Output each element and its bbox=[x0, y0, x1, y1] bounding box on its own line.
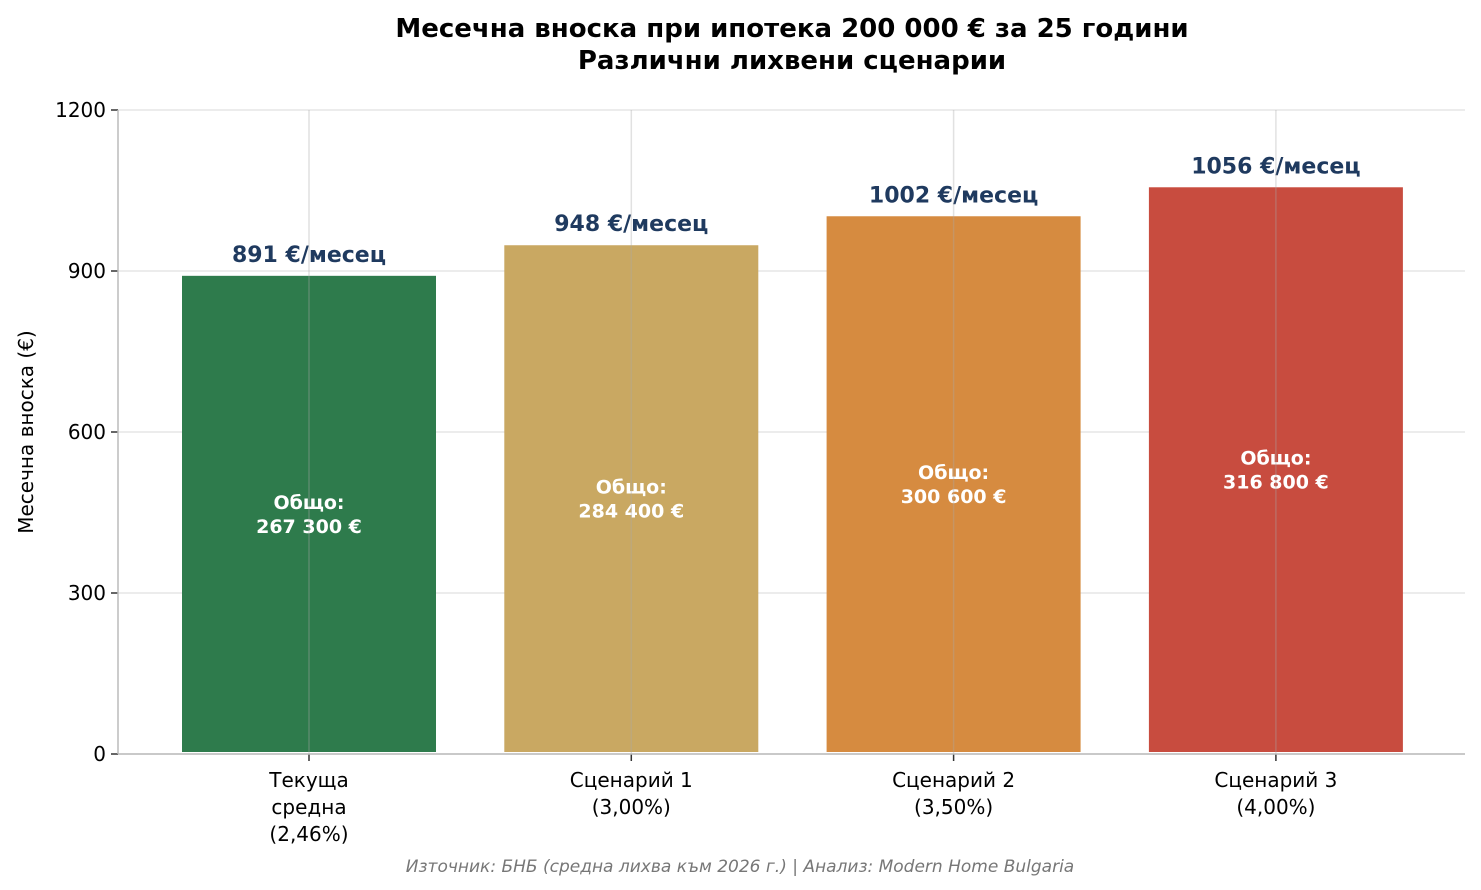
x-tick-label: Текуща bbox=[268, 768, 349, 792]
bar-total-label: Общо: bbox=[596, 477, 667, 499]
bar-total-label: Общо: bbox=[1240, 448, 1311, 470]
x-tick-label: Сценарий 3 bbox=[1214, 768, 1337, 792]
bar bbox=[1148, 187, 1403, 752]
x-tick-label: (4,00%) bbox=[1236, 795, 1315, 819]
chart-title-line-2: Различни лихвени сценарии bbox=[578, 46, 1006, 76]
chart-title-line-1: Месечна вноска при ипотека 200 000 € за … bbox=[395, 14, 1188, 44]
bar-total-label: Общо: bbox=[918, 462, 989, 484]
x-tick-label: (3,00%) bbox=[592, 795, 671, 819]
bar-value-label: 891 €/месец bbox=[232, 243, 386, 268]
bar bbox=[182, 275, 436, 752]
bar-total-label: 316 800 € bbox=[1223, 472, 1329, 494]
x-tick-label: Сценарий 2 bbox=[892, 768, 1015, 792]
vertical-grid bbox=[308, 110, 1277, 754]
axes: 0 300 600 900 1200 Текуща средна (2,46%) Сценари… bbox=[55, 98, 1465, 846]
y-tick-label: 300 bbox=[68, 581, 106, 605]
x-tick-label: (3,50%) bbox=[914, 795, 993, 819]
x-tick-label: Сценарий 1 bbox=[570, 768, 693, 792]
y-axis-label: Месечна вноска (€) bbox=[14, 330, 38, 534]
bar-value-label: 948 €/месец bbox=[554, 212, 708, 237]
bar-value-label: 1002 €/месец bbox=[869, 183, 1038, 208]
bar-total-label: 267 300 € bbox=[256, 516, 362, 538]
x-tick-label: средна bbox=[271, 795, 346, 819]
bar-total-label: 300 600 € bbox=[901, 486, 1007, 508]
bar-total-label: 284 400 € bbox=[578, 501, 684, 523]
x-tick-label: (2,46%) bbox=[269, 822, 348, 846]
y-tick-label: 900 bbox=[68, 259, 106, 283]
y-tick-label: 0 bbox=[93, 742, 106, 766]
bar-total-label: Общо: bbox=[273, 492, 344, 514]
source-note: Източник: БНБ (средна лихва към 2026 г.)… bbox=[406, 857, 1074, 877]
y-tick-label: 600 bbox=[68, 420, 106, 444]
bar bbox=[504, 245, 759, 753]
y-tick-label: 1200 bbox=[55, 98, 106, 122]
bar bbox=[826, 216, 1081, 752]
bar-value-label: 1056 €/месец bbox=[1191, 154, 1360, 179]
